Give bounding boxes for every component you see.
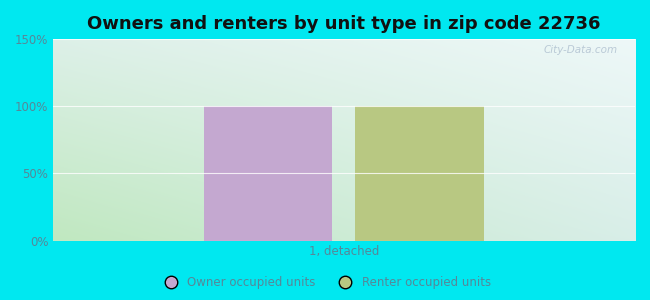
Legend: Owner occupied units, Renter occupied units: Owner occupied units, Renter occupied un…	[154, 272, 496, 294]
Bar	[356, 106, 484, 241]
Bar	[204, 106, 332, 241]
Title: Owners and renters by unit type in zip code 22736: Owners and renters by unit type in zip c…	[87, 15, 601, 33]
Text: City-Data.com: City-Data.com	[543, 45, 618, 55]
